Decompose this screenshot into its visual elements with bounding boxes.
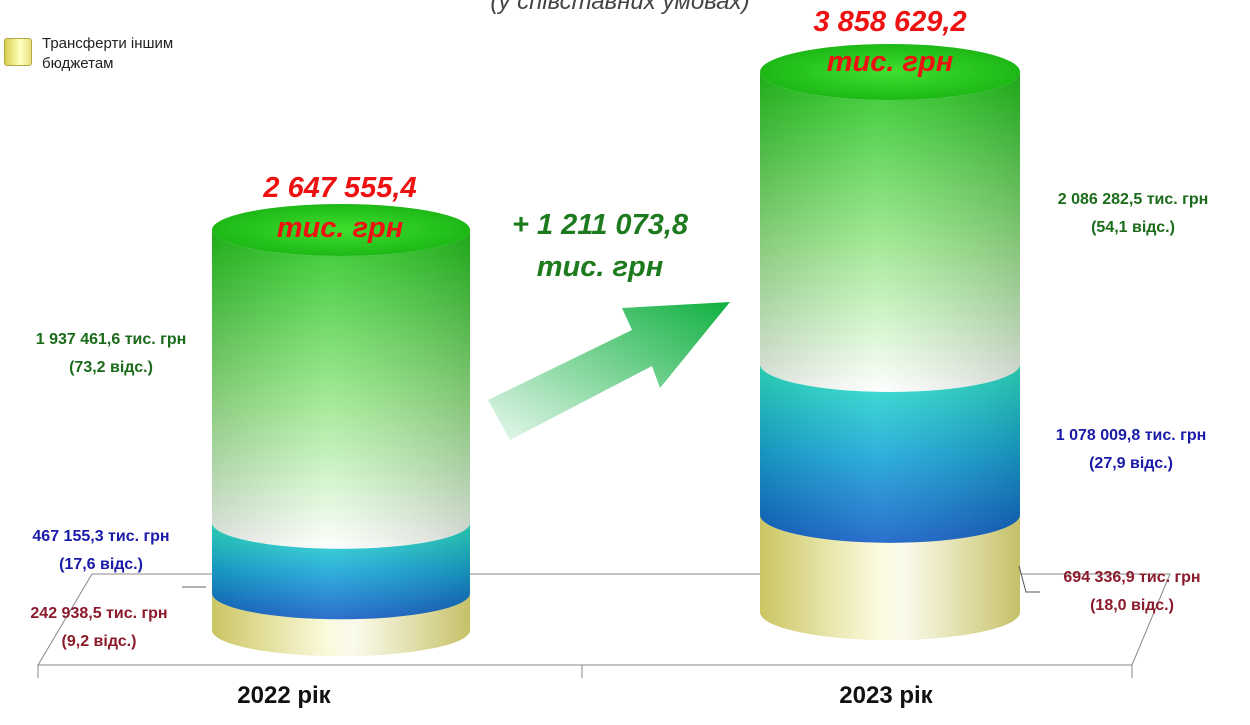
value-2022-green: 1 937 461,6 тис. грн (35, 331, 187, 348)
label-2022-green: 1 937 461,6 тис. грн (73,2 відс.) (6, 326, 216, 382)
chart-title: (у співставних умовах) (490, 0, 750, 15)
legend-label: Трансферти іншим бюджетам (42, 35, 174, 72)
label-2023-green: 2 086 282,5 тис. грн (54,1 відс.) (1026, 186, 1240, 242)
total-value-2023: 3 858 629,2 (813, 6, 967, 38)
bar-segment-shade-blue-1 (760, 363, 1020, 543)
total-unit-2023: тис. грн (826, 46, 954, 78)
bar-segment-shade-yellow-0 (212, 593, 470, 656)
value-2022-blue: 467 155,3 тис. грн (32, 528, 170, 545)
total-unit-2022: тис. грн (276, 212, 404, 244)
bar-segment-shade-green-1 (760, 72, 1020, 392)
leader-line-2023-bottom (1018, 565, 1040, 593)
bar-cap-green-1 (760, 44, 1020, 100)
bar-cap-green-0 (212, 204, 470, 256)
legend: Трансферти іншим бюджетам (0, 34, 232, 74)
bar-segment-shade-green-0 (212, 230, 470, 549)
bar-segment-shade-yellow-1 (760, 514, 1020, 640)
growth-arrow (488, 302, 730, 440)
pct-2023-green: (54,1 відс.) (1091, 219, 1175, 236)
x-tick-2023: 2023 рік (839, 682, 933, 709)
pct-2022-blue: (17,6 відс.) (59, 556, 143, 573)
total-label-2023: 3 858 629,2 тис. грн (770, 2, 1010, 82)
change-label: + 1 211 073,8 тис. грн (470, 204, 730, 288)
label-2023-yellow: 694 336,9 тис. грн (18,0 відс.) (1032, 564, 1232, 620)
total-label-2022: 2 647 555,4 тис. грн (220, 168, 460, 248)
label-2023-blue: 1 078 009,8 тис. грн (27,9 відс.) (1024, 422, 1238, 478)
label-2022-yellow: 242 938,5 тис. грн (9,2 відс.) (4, 600, 194, 656)
change-unit: тис. грн (536, 251, 664, 283)
change-value: + 1 211 073,8 (511, 209, 689, 241)
pct-2022-yellow: (9,2 відс.) (61, 633, 137, 650)
bar-segment-shade-blue-0 (212, 522, 470, 620)
label-2022-blue: 467 155,3 тис. грн (17,6 відс.) (6, 523, 196, 579)
pct-2023-yellow: (18,0 відс.) (1090, 597, 1174, 614)
total-value-2022: 2 647 555,4 (263, 172, 417, 204)
pct-2023-blue: (27,9 відс.) (1089, 455, 1173, 472)
cylinders (212, 44, 1020, 656)
value-2022-yellow: 242 938,5 тис. грн (30, 605, 168, 622)
x-tick-2022: 2022 рік (237, 682, 331, 709)
pct-2022-green: (73,2 відс.) (69, 359, 153, 376)
value-2023-yellow: 694 336,9 тис. грн (1063, 569, 1201, 586)
legend-swatch-transfers (4, 38, 32, 66)
value-2023-blue: 1 078 009,8 тис. грн (1055, 427, 1207, 444)
value-2023-green: 2 086 282,5 тис. грн (1057, 191, 1209, 208)
